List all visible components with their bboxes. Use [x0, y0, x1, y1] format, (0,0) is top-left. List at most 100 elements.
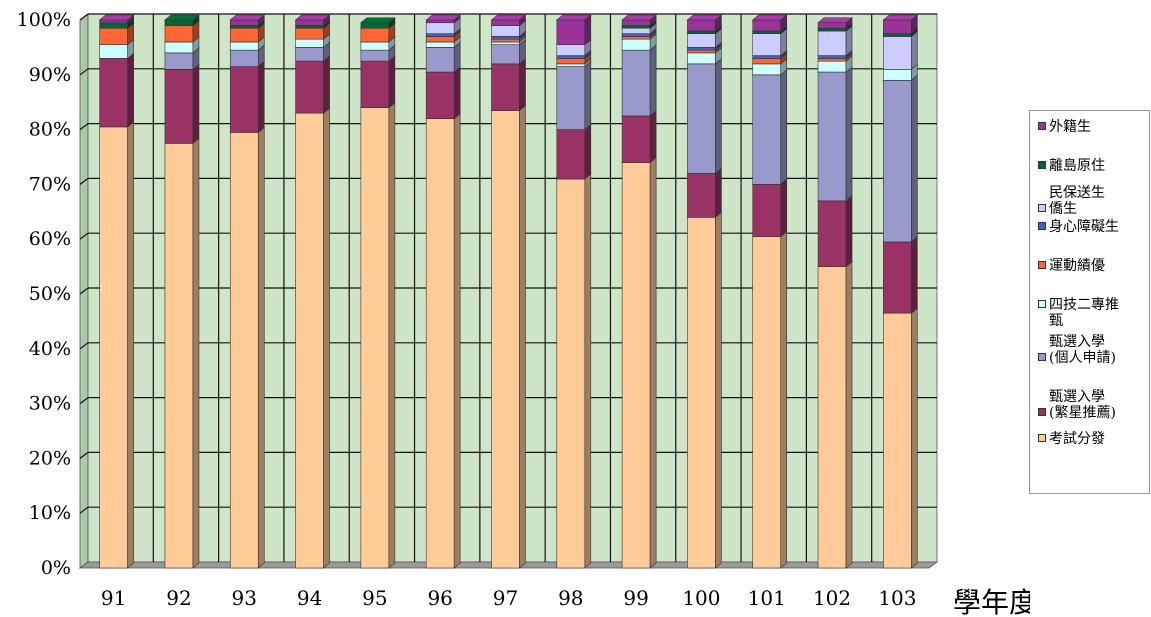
legend-swatch — [1038, 353, 1046, 361]
bar-segment-front — [752, 184, 782, 237]
bar-segment — [882, 14, 919, 35]
bar-segment — [294, 107, 331, 569]
bar-segment-front — [491, 110, 520, 569]
bar-segment — [294, 14, 331, 27]
bar-segment — [882, 30, 919, 70]
bar-segment — [882, 236, 919, 314]
bar-segment-front — [491, 19, 520, 26]
bar-segment-side — [127, 121, 134, 569]
legend-label: 甄選入學 (繁星推薦) — [1049, 389, 1116, 421]
bar-segment — [490, 58, 527, 112]
gridline-side — [79, 68, 89, 76]
bar-segment-front — [687, 63, 716, 174]
bar-segment-side — [911, 307, 918, 569]
bar-segment-front — [752, 30, 782, 34]
bar-segment-front — [687, 33, 716, 48]
x-tick-label: 93 — [232, 586, 257, 610]
bar-segment — [817, 66, 853, 202]
bar-segment — [490, 14, 527, 27]
x-axis-label: 學年度 — [953, 586, 1030, 617]
bar-segment-front — [164, 41, 194, 54]
bar-segment-front — [687, 30, 716, 34]
bar-segment — [229, 126, 266, 569]
bar-segment-front — [556, 44, 586, 56]
bar-segment-side — [845, 66, 853, 202]
legend-label: 四技二專推 甄 — [1049, 297, 1119, 329]
bar-segment-top — [882, 14, 919, 21]
bar-segment — [621, 156, 657, 569]
bar-segment-front — [360, 27, 390, 43]
bar-segment-side — [257, 60, 265, 133]
bar-segment-front — [229, 66, 259, 133]
gridline-side — [79, 13, 89, 21]
bar-segment-top — [360, 17, 396, 24]
legend-swatch — [1038, 261, 1046, 269]
bar-segment-side — [649, 156, 657, 569]
bar-segment-top — [686, 14, 723, 21]
bar-segment — [98, 52, 135, 128]
bar-segment-front — [229, 132, 259, 569]
x-tick-label: 102 — [813, 586, 851, 610]
bar-segment-front — [817, 27, 847, 32]
bar-segment-front — [360, 60, 390, 108]
bar-segment-front — [229, 27, 259, 43]
bar-segment — [817, 17, 853, 29]
bar-segment-front — [229, 25, 259, 29]
bar-segment-top — [294, 14, 331, 21]
bar-segment-front — [491, 36, 520, 40]
bar-segment-front — [295, 25, 324, 29]
bar-segment-front — [883, 79, 912, 243]
bar-segment-front — [621, 19, 651, 26]
bar-segment-front — [883, 312, 912, 569]
bar-segment-front — [621, 38, 651, 51]
bar-segment-front — [687, 19, 716, 32]
y-tick-label: 60% — [29, 228, 71, 250]
bar-segment-front — [425, 33, 455, 37]
bar-segment-side — [584, 173, 592, 569]
bar-segment-side — [388, 55, 396, 109]
bar-segment-front — [425, 36, 455, 43]
bar-segment — [164, 137, 200, 569]
bar-segment — [360, 55, 396, 109]
bar-segment — [621, 14, 657, 27]
x-tick-label: 92 — [166, 586, 191, 610]
bar-segment-side — [519, 104, 526, 569]
bar-segment — [751, 69, 788, 186]
bar-segment-front — [817, 200, 847, 267]
x-tick-label: 97 — [493, 586, 518, 610]
y-tick-label: 70% — [29, 173, 71, 195]
bar-segment-side — [649, 44, 657, 117]
bar-segment-top — [817, 17, 853, 24]
bar-segment-front — [99, 27, 128, 45]
bar-segment-front — [687, 173, 716, 218]
bar-segment-front — [621, 27, 651, 34]
bar-segment-side — [845, 195, 853, 268]
legend: 外籍生 離島原住 民保送生 僑生 身心障礙生 運動績優 四技二專推 甄甄選入學 (個人申請… — [1029, 110, 1150, 494]
bar-segment-front — [817, 266, 847, 569]
bar-segment-side — [649, 110, 657, 164]
bar-segment-front — [425, 118, 455, 569]
bar-segment-front — [621, 33, 651, 37]
bar-segment-front — [99, 22, 128, 29]
bar-segment — [555, 14, 592, 46]
bar-segment — [686, 167, 723, 218]
bar-segment-front — [817, 58, 847, 62]
bar-segment-front — [491, 25, 520, 37]
bar-segment — [425, 66, 462, 120]
y-tick-label: 40% — [29, 338, 71, 360]
bar-segment-top — [98, 14, 135, 21]
bar-segment-side — [715, 167, 722, 218]
x-tick-label: 96 — [427, 586, 452, 610]
x-tick-label: 98 — [558, 586, 583, 610]
bar-segment-top — [490, 14, 527, 21]
bar-segment-front — [883, 33, 912, 37]
legend-label: 身心障礙生 — [1049, 219, 1119, 235]
bar-segment-side — [715, 211, 722, 569]
bar-segment-side — [257, 126, 265, 569]
bar-segment-front — [817, 55, 847, 59]
bar-segment-front — [621, 115, 651, 163]
bar-segment-front — [99, 126, 128, 569]
bar-segment-front — [360, 49, 390, 62]
bar-segment-front — [883, 36, 912, 70]
bar-segment-side — [911, 74, 918, 243]
